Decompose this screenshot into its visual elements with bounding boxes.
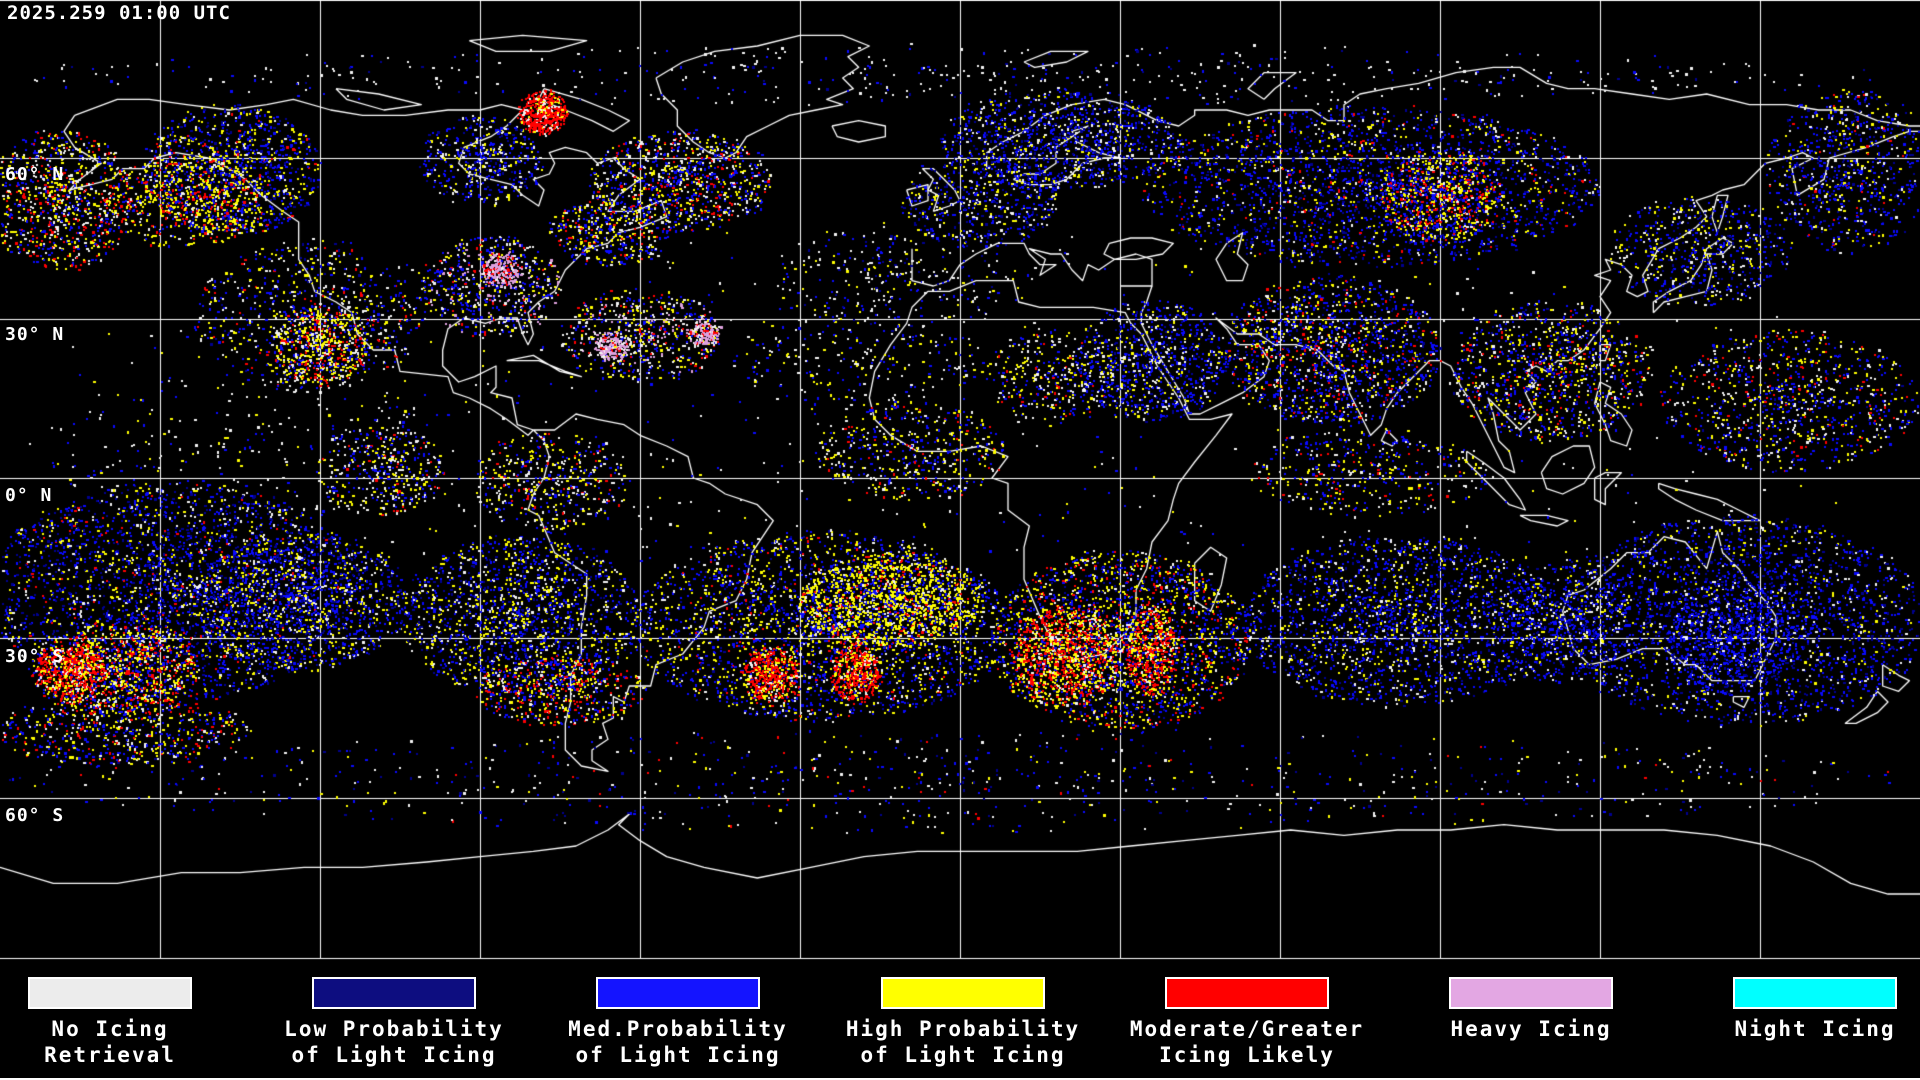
- latitude-label: 60° N: [5, 164, 65, 185]
- legend-swatch: [1733, 977, 1897, 1009]
- legend-swatch: [1165, 977, 1329, 1009]
- legend-label: Heavy Icing: [1450, 1017, 1612, 1041]
- legend: No Icing Retrieval Low Probability of Ligh…: [0, 977, 1920, 1077]
- latitude-label: 60° S: [5, 805, 65, 826]
- latitude-label: 0° N: [5, 485, 53, 506]
- legend-label: No Icing Retrieval: [44, 1017, 176, 1067]
- latitude-label: 30° N: [5, 324, 65, 345]
- legend-swatch: [596, 977, 760, 1009]
- legend-label: Moderate/Greater Icing Likely: [1129, 1017, 1365, 1067]
- legend-item: No Icing Retrieval: [0, 977, 252, 1068]
- legend-item: High Probability of Light Icing: [821, 977, 1105, 1068]
- legend-item: Med.Probability of Light Icing: [536, 977, 820, 1068]
- legend-item: Night Icing: [1673, 977, 1920, 1042]
- world-icing-map-canvas: [0, 0, 1920, 960]
- legend-item: Low Probability of Light Icing: [252, 977, 536, 1068]
- legend-swatch: [312, 977, 476, 1009]
- legend-label: Med.Probability of Light Icing: [568, 1017, 788, 1067]
- legend-swatch: [28, 977, 192, 1009]
- latitude-label: 30° S: [5, 646, 65, 667]
- legend-item: Moderate/Greater Icing Likely: [1105, 977, 1389, 1068]
- timestamp: 2025.259 01:00 UTC: [7, 2, 231, 24]
- legend-label: Low Probability of Light Icing: [284, 1017, 504, 1067]
- legend-swatch: [881, 977, 1045, 1009]
- legend-swatch: [1449, 977, 1613, 1009]
- legend-label: Night Icing: [1734, 1017, 1896, 1041]
- legend-label: High Probability of Light Icing: [845, 1017, 1081, 1067]
- legend-item: Heavy Icing: [1389, 977, 1673, 1042]
